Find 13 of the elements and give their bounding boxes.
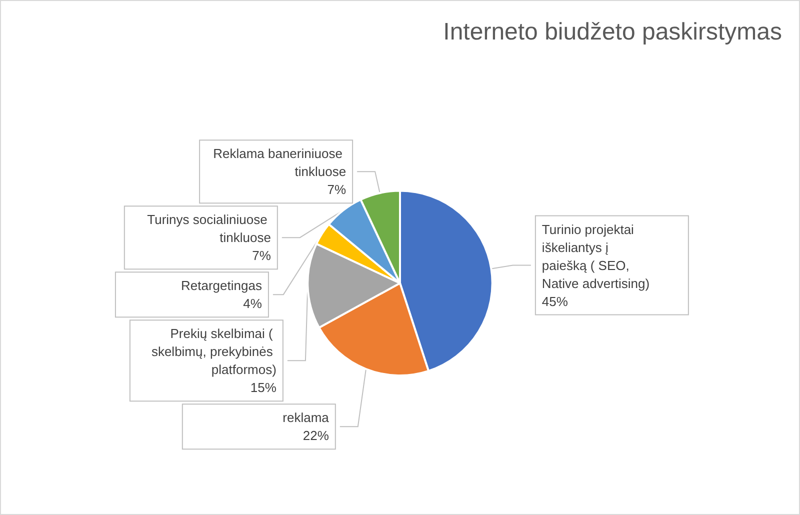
slice-label: reklama — [282, 410, 330, 426]
data-label: 7% — [327, 182, 346, 198]
slice-label: Reklama baneriniuose tinkluose — [213, 146, 346, 180]
chart-title: Interneto biudžeto paskirstymas — [443, 18, 782, 46]
slice-label: Retargetingas — [181, 278, 262, 294]
slice-label: Prekių skelbimai ( skelbimų, prekybinės platformos) — [151, 326, 276, 378]
data-label: 7% — [252, 248, 272, 264]
slice-label: Turinio projektai iškeliantys į paiešką ( SEO, Native advertising) — [542, 222, 650, 291]
data-label: 45% — [542, 294, 568, 309]
data-label: 15% — [250, 380, 277, 396]
data-label: 22% — [302, 428, 330, 444]
data-label: 4% — [243, 296, 262, 312]
slice-label: Turinys socialiniuose tinkluose — [147, 212, 271, 246]
